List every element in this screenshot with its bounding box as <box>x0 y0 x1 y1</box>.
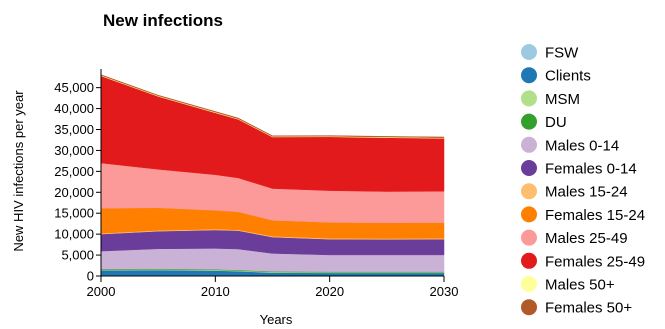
legend-swatch <box>521 160 537 176</box>
y-tick-label: 35,000 <box>54 122 94 137</box>
y-tick-label: 25,000 <box>54 164 94 179</box>
area-females-50 <box>100 74 445 138</box>
legend-item-fsw: FSW <box>521 44 579 62</box>
legend-label: DU <box>545 114 567 131</box>
legend-item-males-50: Males 50+ <box>521 276 615 294</box>
legend-item-females-15-24: Females 15-24 <box>521 206 645 224</box>
y-tick-label: 30,000 <box>54 143 94 158</box>
legend-swatch <box>521 229 537 246</box>
y-tick-label: 40,000 <box>54 101 94 116</box>
legend-swatch <box>521 206 537 223</box>
legend-swatch <box>521 44 537 60</box>
legend-label: Males 15-24 <box>545 184 628 201</box>
x-tick-label: 2000 <box>87 284 116 299</box>
legend-swatch <box>521 299 537 316</box>
y-tick-label: 0 <box>87 269 94 284</box>
x-axis-label: Years <box>260 312 293 327</box>
y-tick-label: 20,000 <box>54 185 94 200</box>
legend-item-males-25-49: Males 25-49 <box>521 229 628 247</box>
legend-swatch <box>521 183 537 200</box>
y-tick-label: 10,000 <box>54 227 94 242</box>
x-tick-label: 2010 <box>201 284 230 299</box>
chart-title: New infections <box>103 11 223 30</box>
legend-label: FSW <box>545 45 579 62</box>
legend-item-females-0-14: Females 0-14 <box>521 160 637 178</box>
legend-swatch <box>521 136 537 153</box>
legend-label: Females 15-24 <box>545 207 645 224</box>
legend-label: Males 0-14 <box>545 137 619 154</box>
legend-item-females-25-49: Females 25-49 <box>521 252 645 270</box>
legend-swatch <box>521 276 537 292</box>
stacked-areas <box>100 74 445 277</box>
legend-item-msm: MSM <box>521 90 580 108</box>
x-tick-label: 2020 <box>315 284 344 299</box>
legend-swatch <box>521 252 537 269</box>
y-axis-label: New HIV infections per year <box>11 90 26 252</box>
legend-swatch <box>521 113 537 130</box>
legend-label: Females 25-49 <box>545 253 645 270</box>
legend-item-males-0-14: Males 0-14 <box>521 136 619 154</box>
legend-item-du: DU <box>521 113 567 131</box>
axes: 0 5,000 10,000 15,000 20,000 25,000 30,000 35,0… <box>54 69 458 299</box>
y-tick-label: 45,000 <box>54 80 94 95</box>
legend-label: Females 50+ <box>545 300 632 317</box>
legend-label: Females 0-14 <box>545 161 637 178</box>
legend-label: Males 50+ <box>545 277 615 294</box>
legend: FSW Clients MSM DU Males 0-14 Females 0-14 Mal… <box>521 44 645 317</box>
legend-swatch <box>521 90 537 107</box>
legend-item-clients: Clients <box>521 67 591 85</box>
x-tick-label: 2030 <box>430 284 459 299</box>
legend-label: Males 25-49 <box>545 230 628 247</box>
y-tick-label: 15,000 <box>54 206 94 221</box>
legend-label: Clients <box>545 68 591 85</box>
legend-label: MSM <box>545 91 580 108</box>
legend-item-females-50: Females 50+ <box>521 299 632 317</box>
legend-item-males-15-24: Males 15-24 <box>521 183 628 201</box>
y-tick-label: 5,000 <box>61 248 94 263</box>
legend-swatch <box>521 67 537 84</box>
